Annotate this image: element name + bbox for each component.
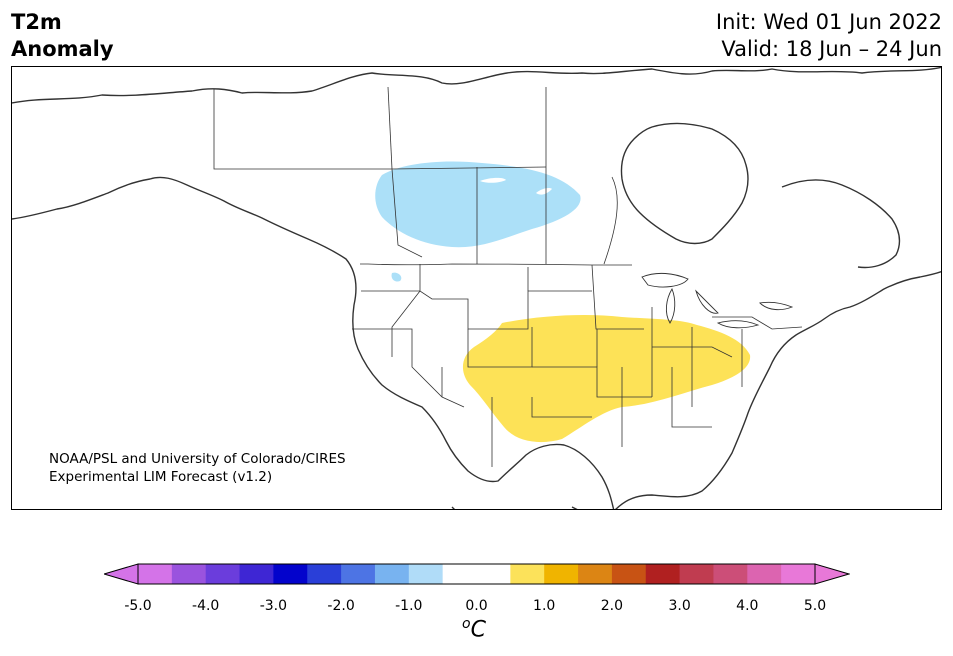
colorbar-tick-label: 2.0 (600, 598, 624, 614)
white-hole-1 (480, 177, 506, 183)
credit-text: NOAA/PSL and University of Colorado/CIRE… (49, 450, 346, 486)
colorbar-cell (645, 564, 681, 584)
colorbar-cell (408, 564, 444, 584)
negative-anomaly-area (375, 161, 581, 248)
colorbar-tick-label: -4.0 (192, 598, 220, 614)
title-variable: T2m (11, 10, 62, 34)
colorbar-cell (578, 564, 613, 584)
coastlines (12, 67, 941, 509)
unit-degree-sign: o (462, 616, 471, 632)
unit-letter: C (470, 617, 486, 643)
colorbar-cell (239, 564, 274, 584)
colorbar-cell (138, 564, 173, 584)
credit-line-1: NOAA/PSL and University of Colorado/CIRE… (49, 451, 346, 467)
colorbar-cell (374, 564, 410, 584)
political-boundaries (213, 86, 803, 467)
colorbar-tick-label: 1.0 (533, 598, 556, 614)
negative-anomaly-speck (391, 272, 402, 282)
colorbar-cell (171, 564, 207, 584)
colorbar-unit: oC (462, 616, 486, 642)
colorbar (104, 563, 850, 585)
colorbar-cell (544, 564, 579, 584)
colorbar-tick-label: -1.0 (395, 598, 423, 614)
colorbar-tick-labels: -5.0 -4.0 -3.0 -2.0 -1.0 0.0 1.0 2.0 3.0 4.0 5.0 (0, 598, 953, 618)
colorbar-tick-label: -5.0 (124, 598, 152, 614)
colorbar-cell (273, 564, 308, 584)
colorbar-cell (205, 564, 241, 584)
map-panel (11, 66, 942, 510)
map-title: T2m Anomaly (11, 9, 114, 63)
colorbar-cell (341, 564, 376, 584)
colorbar-tick-label: 3.0 (668, 598, 691, 614)
valid-range: Valid: 18 Jun – 24 Jun (721, 37, 942, 61)
positive-anomaly-area (462, 315, 751, 443)
colorbar-cell (611, 564, 647, 584)
init-date: Init: Wed 01 Jun 2022 (715, 10, 942, 34)
colorbar-tick-label: 4.0 (736, 598, 759, 614)
white-hole-2 (536, 188, 552, 195)
colorbar-tick-label: -2.0 (327, 598, 355, 614)
colorbar-cell (476, 564, 511, 584)
colorbar-tick-label: 5.0 (803, 598, 827, 614)
colorbar-cells (138, 564, 816, 584)
title-type: Anomaly (11, 37, 114, 61)
colorbar-under-arrow (104, 563, 139, 585)
colorbar-cell (442, 564, 477, 584)
forecast-dates: Init: Wed 01 Jun 2022 Valid: 18 Jun – 24… (716, 9, 942, 63)
great-lakes (641, 272, 794, 329)
colorbar-cell (307, 564, 342, 584)
colorbar-tick-label: 0.0 (465, 598, 488, 614)
map-svg (12, 67, 941, 509)
colorbar-cell (510, 564, 545, 584)
colorbar-tick-label: -3.0 (259, 598, 288, 614)
colorbar-cell (713, 564, 748, 584)
colorbar-cell (747, 564, 782, 584)
colorbar-cell (679, 564, 714, 584)
colorbar-outline (137, 563, 816, 585)
credit-line-2: Experimental LIM Forecast (v1.2) (49, 469, 273, 485)
colorbar-cell (781, 564, 816, 584)
colorbar-over-arrow (814, 563, 850, 585)
